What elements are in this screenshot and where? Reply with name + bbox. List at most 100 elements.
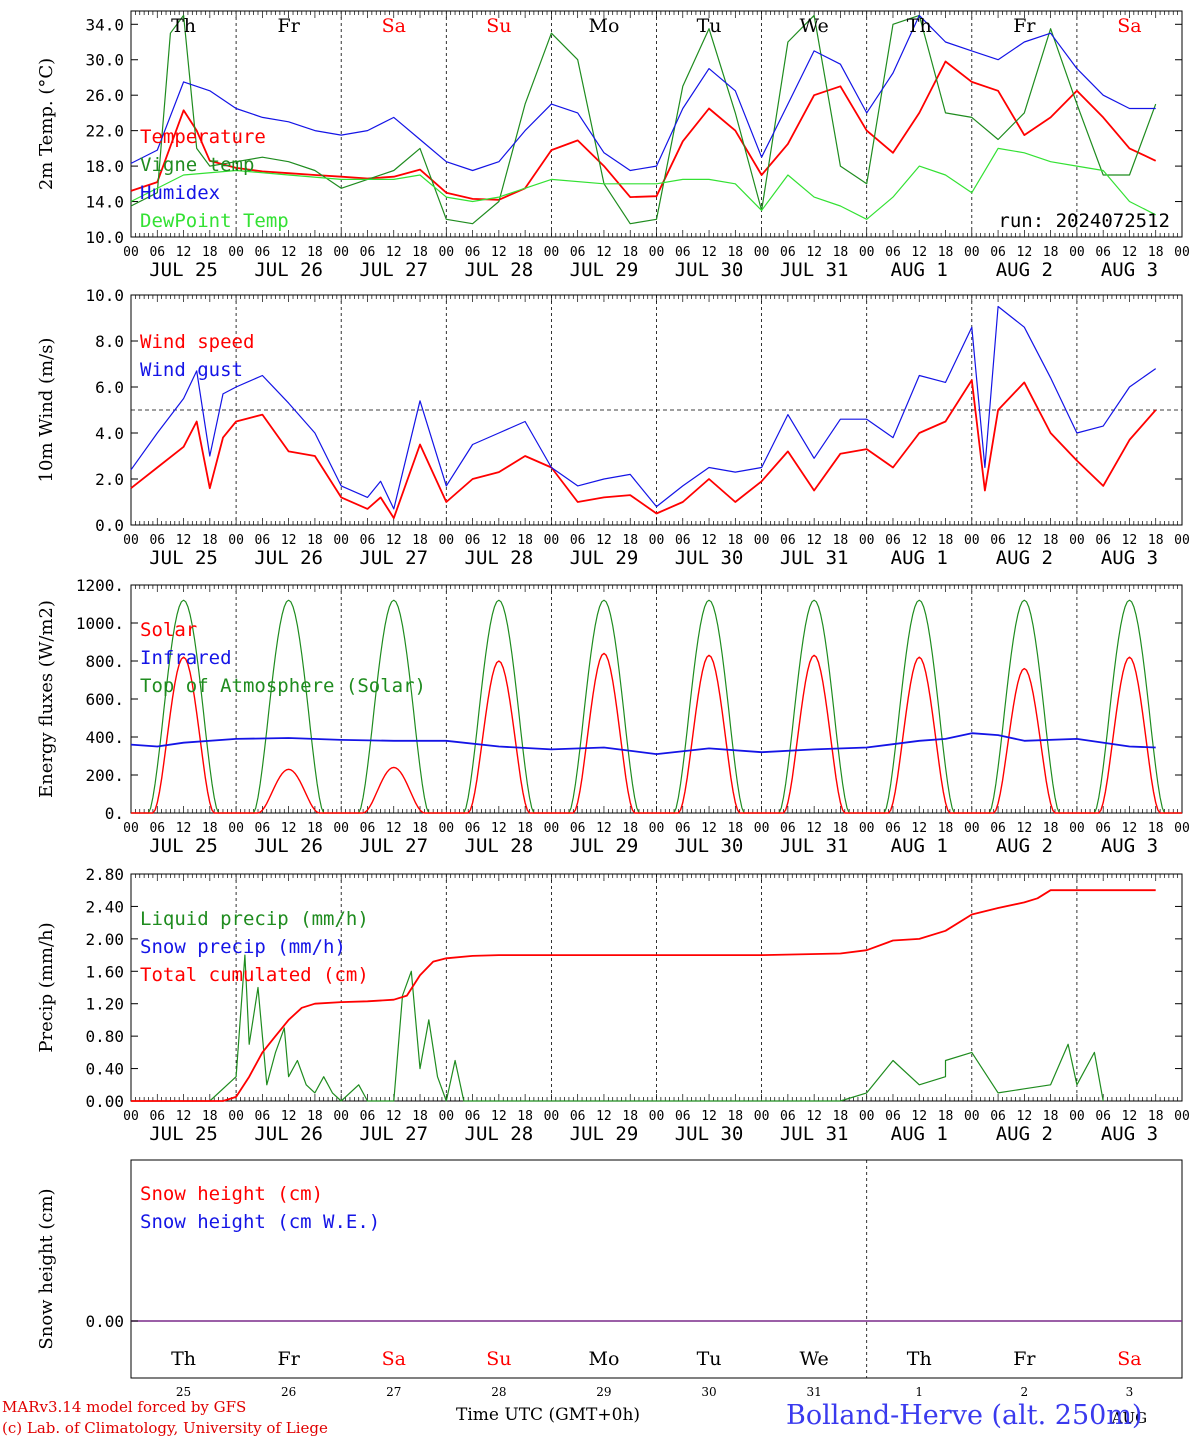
- hour-label: 12: [281, 821, 297, 836]
- y-tick-label: 200.: [85, 766, 124, 785]
- footer-station: Bolland-Herve (alt. 250m): [786, 1400, 1143, 1431]
- y-axis-label: Precip (mm/h): [36, 922, 57, 1052]
- hour-label: 06: [885, 533, 901, 548]
- hour-label: 18: [202, 533, 218, 548]
- date-label: JUL 31: [780, 547, 849, 569]
- y-tick-label: 22.0: [85, 122, 124, 141]
- y-tick-label: 0.0: [95, 516, 124, 535]
- hour-label: 06: [570, 821, 586, 836]
- y-tick-label: 10.0: [85, 228, 124, 247]
- hour-label: 06: [1095, 1109, 1111, 1124]
- legend-entry: Humidex: [140, 182, 220, 204]
- weekday-label: We: [800, 1348, 829, 1370]
- hour-label: 06: [570, 245, 586, 260]
- hour-label: 18: [1043, 245, 1059, 260]
- day-number: 31: [807, 1385, 822, 1399]
- hour-label: 12: [176, 245, 192, 260]
- date-label: AUG 1: [891, 259, 948, 281]
- hour-label: 06: [255, 533, 271, 548]
- hour-label: 12: [911, 1109, 927, 1124]
- legend-entry: Top of Atmosphere (Solar): [140, 675, 426, 697]
- date-label: JUL 29: [570, 547, 639, 569]
- hour-label: 18: [622, 533, 638, 548]
- hour-label: 06: [255, 245, 271, 260]
- legend-entry: DewPoint Temp: [140, 210, 289, 232]
- hour-label: 00: [754, 1109, 770, 1124]
- date-label: AUG 3: [1101, 259, 1158, 281]
- hour-label: 18: [412, 821, 428, 836]
- date-label: JUL 25: [149, 1123, 218, 1145]
- hour-label: 18: [1043, 821, 1059, 836]
- hour-label: 06: [990, 1109, 1006, 1124]
- hour-label: 06: [570, 1109, 586, 1124]
- hour-label: 00: [123, 1109, 139, 1124]
- hour-label: 18: [938, 533, 954, 548]
- y-tick-label: 2.0: [95, 470, 124, 489]
- hour-label: 12: [911, 533, 927, 548]
- hour-label: 06: [149, 245, 165, 260]
- y-tick-label: 600.: [85, 690, 124, 709]
- hour-label: 06: [1095, 821, 1111, 836]
- day-number: 3: [1126, 1385, 1134, 1399]
- hour-label: 00: [1174, 821, 1190, 836]
- hour-label: 00: [1069, 821, 1085, 836]
- hour-label: 18: [622, 821, 638, 836]
- weekday-label: Mo: [588, 1348, 619, 1370]
- date-label: JUL 30: [675, 835, 744, 857]
- hour-label: 00: [228, 821, 244, 836]
- date-label: AUG 2: [996, 1123, 1053, 1145]
- day-number: 27: [386, 1385, 401, 1399]
- hour-label: 06: [465, 245, 481, 260]
- weekday-label: Tu: [697, 15, 722, 37]
- hour-label: 06: [360, 1109, 376, 1124]
- hour-label: 18: [1148, 245, 1164, 260]
- hour-label: 18: [833, 533, 849, 548]
- y-axis-label: 10m Wind (m/s): [36, 338, 57, 483]
- hour-label: 18: [517, 821, 533, 836]
- hour-label: 12: [386, 821, 402, 836]
- hour-label: 06: [149, 1109, 165, 1124]
- hour-label: 12: [491, 821, 507, 836]
- hour-label: 00: [1069, 533, 1085, 548]
- y-axis-label: 2m Temp. (°C): [36, 58, 57, 190]
- day-number: 28: [491, 1385, 506, 1399]
- hour-label: 06: [780, 821, 796, 836]
- hour-label: 12: [491, 533, 507, 548]
- hour-label: 12: [911, 821, 927, 836]
- hour-label: 00: [544, 533, 560, 548]
- hour-label: 06: [675, 1109, 691, 1124]
- y-tick-label: 800.: [85, 652, 124, 671]
- weekday-label: Tu: [697, 1348, 722, 1370]
- day-number: 26: [281, 1385, 296, 1399]
- date-label: JUL 25: [149, 259, 218, 281]
- y-tick-label: 0.40: [85, 1060, 124, 1079]
- hour-label: 00: [123, 245, 139, 260]
- hour-label: 18: [727, 245, 743, 260]
- series-humidex: [130, 14, 1156, 172]
- hour-label: 12: [1017, 533, 1033, 548]
- series-dewpoint-temp: [130, 147, 1156, 220]
- hour-label: 18: [202, 821, 218, 836]
- hour-label: 06: [255, 1109, 271, 1124]
- hour-label: 00: [333, 821, 349, 836]
- hour-label: 12: [701, 533, 717, 548]
- hour-label: 12: [701, 821, 717, 836]
- hour-label: 12: [1017, 821, 1033, 836]
- panel-frame: [130, 1159, 1183, 1379]
- y-tick-label: 0.80: [85, 1027, 124, 1046]
- weekday-label: Sa: [382, 1348, 406, 1370]
- hour-label: 18: [727, 533, 743, 548]
- date-label: JUL 28: [465, 835, 534, 857]
- hour-label: 12: [281, 245, 297, 260]
- weekday-label: Fr: [1013, 1348, 1036, 1370]
- hour-label: 06: [675, 245, 691, 260]
- hour-label: 18: [307, 1109, 323, 1124]
- hour-label: 12: [596, 533, 612, 548]
- hour-label: 06: [675, 533, 691, 548]
- hour-label: 00: [438, 821, 454, 836]
- hour-label: 12: [701, 1109, 717, 1124]
- hour-label: 12: [806, 533, 822, 548]
- legend-entry: Liquid precip (mm/h): [140, 908, 369, 930]
- hour-label: 06: [990, 533, 1006, 548]
